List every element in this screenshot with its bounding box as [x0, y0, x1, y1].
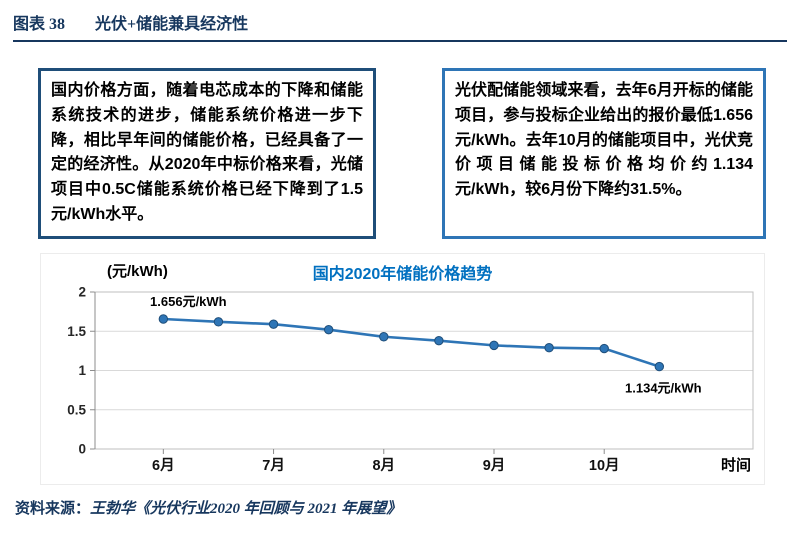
figure-label: 图表 38 — [13, 16, 66, 33]
svg-text:0: 0 — [78, 441, 86, 456]
storage-price-trend-chart: (元/kWh) 国内2020年储能价格趋势 0 0.5 1 1.5 2 6月 7月 8月 9月 1… — [40, 252, 765, 485]
source-label: 资料来源： — [15, 500, 91, 517]
source-note: 资料来源：王勃华《光伏行业2020 年回顾与 2021 年展望》 — [15, 497, 787, 518]
svg-text:6月: 6月 — [152, 457, 175, 474]
header-divider — [13, 40, 787, 42]
svg-text:时间: 时间 — [721, 456, 751, 474]
svg-text:1: 1 — [78, 363, 86, 378]
svg-text:1.134元/kWh: 1.134元/kWh — [625, 380, 702, 395]
svg-text:1.656元/kWh: 1.656元/kWh — [150, 294, 227, 309]
figure-header: 图表 38 光伏+储能兼具经济性 — [13, 8, 787, 34]
y-axis-unit-label: (元/kWh) — [107, 262, 168, 280]
line-chart-canvas: 0 0.5 1 1.5 2 6月 7月 8月 9月 10月 时间 1.656元/kWh 1.134元/k… — [67, 286, 754, 474]
svg-text:10月: 10月 — [589, 457, 620, 474]
figure-title: 光伏+储能兼具经济性 — [95, 16, 249, 33]
chart-title: 国内2020年储能价格趋势 — [312, 265, 493, 283]
svg-text:2: 2 — [78, 286, 86, 300]
svg-text:9月: 9月 — [483, 457, 506, 474]
svg-text:0.5: 0.5 — [67, 402, 86, 417]
callout-bidding-price: 光伏配储能领域来看，去年6月开标的储能项目，参与投标企业给出的报价最低1.656… — [442, 68, 766, 239]
chart-header: (元/kWh) 国内2020年储能价格趋势 — [43, 260, 762, 286]
svg-text:1.5: 1.5 — [67, 324, 86, 339]
source-text: 王勃华《光伏行业2020 年回顾与 2021 年展望》 — [90, 500, 402, 517]
callout-domestic-price: 国内价格方面，随着电芯成本的下降和储能系统技术的进步，储能系统价格进一步下降，相… — [38, 68, 376, 239]
report-figure-page: 图表 38 光伏+储能兼具经济性 国内价格方面，随着电芯成本的下降和储能系统技术… — [13, 8, 787, 518]
svg-text:7月: 7月 — [262, 457, 285, 474]
callout-row: 国内价格方面，随着电芯成本的下降和储能系统技术的进步，储能系统价格进一步下降，相… — [38, 68, 769, 239]
svg-text:8月: 8月 — [372, 457, 395, 474]
